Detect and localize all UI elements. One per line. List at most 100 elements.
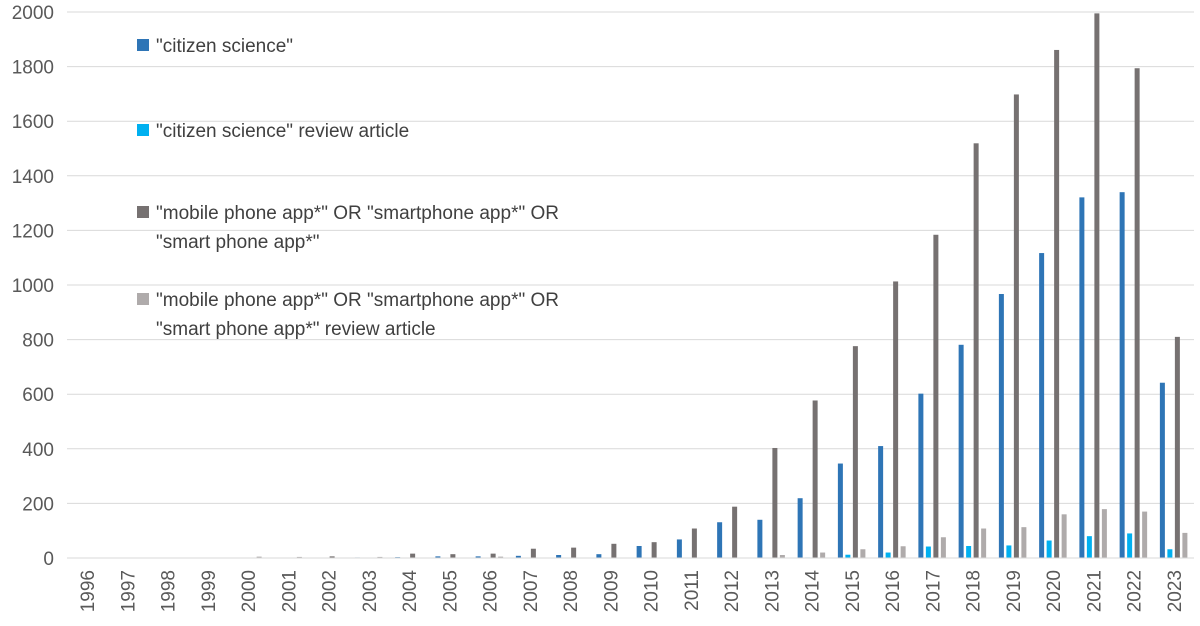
bar: [900, 546, 906, 558]
bar: [940, 537, 946, 558]
bar: [1094, 13, 1100, 559]
bar: [1021, 527, 1027, 558]
bar: [1046, 540, 1052, 558]
bar: [860, 549, 866, 558]
bar: [530, 548, 536, 558]
x-tick-label: 2009: [601, 570, 622, 612]
bar: [691, 528, 697, 558]
y-tick-label: 0: [43, 549, 54, 570]
bar: [515, 555, 521, 558]
y-tick-label: 800: [22, 331, 54, 352]
legend-label: "citizen science": [156, 36, 293, 57]
x-tick-label: 1999: [199, 570, 220, 612]
bar: [820, 552, 826, 558]
bar: [837, 463, 843, 558]
bar: [1086, 536, 1092, 558]
y-tick-label: 2000: [12, 3, 54, 24]
bar: [651, 542, 657, 558]
legend-swatch: [137, 293, 149, 305]
x-tick-label: 2006: [481, 570, 502, 612]
x-tick-label: 1998: [159, 570, 180, 612]
y-tick-label: 1600: [12, 112, 54, 133]
x-tick-label: 2014: [803, 570, 824, 613]
bar: [966, 545, 972, 558]
bar: [757, 519, 763, 558]
x-tick-label: 1996: [78, 570, 99, 612]
bar: [1054, 49, 1060, 558]
x-tick-label: 2013: [762, 570, 783, 612]
bar: [1006, 545, 1012, 558]
x-tick-label: 2018: [964, 570, 985, 612]
x-tick-label: 2015: [843, 570, 864, 612]
x-tick-label: 2001: [279, 570, 300, 612]
bar: [556, 555, 562, 558]
bar: [611, 543, 617, 558]
bar: [377, 556, 383, 558]
y-tick-label: 1000: [12, 276, 54, 297]
bar: [1013, 94, 1019, 558]
bar: [329, 556, 335, 558]
legend-label: "smart phone app*": [156, 232, 319, 253]
y-tick-label: 200: [22, 494, 54, 515]
legend-label: "mobile phone app*" OR "smartphone app*"…: [156, 290, 559, 311]
bar: [772, 447, 778, 558]
bar: [717, 522, 723, 558]
bar: [878, 446, 884, 558]
legend-label: "citizen science" review article: [156, 121, 409, 142]
x-tick-label: 2019: [1004, 570, 1025, 612]
bar: [981, 528, 987, 558]
bar: [1134, 68, 1140, 559]
y-tick-label: 600: [22, 385, 54, 406]
bar: [571, 547, 577, 558]
bar: [885, 552, 891, 558]
y-tick-label: 1800: [12, 58, 54, 79]
x-tick-label: 2012: [722, 570, 743, 612]
y-axis-tick-labels: 0 200 400 600 800 1000 1200 1400 1600 1800 2000: [12, 3, 54, 570]
bar: [1174, 336, 1180, 558]
bar: [450, 554, 456, 558]
bar: [973, 143, 979, 558]
legend-swatch: [137, 39, 149, 51]
legend-label: "smart phone app*" review article: [156, 319, 436, 340]
bar: [410, 553, 416, 558]
bar: [779, 555, 785, 558]
bars: [234, 13, 1188, 559]
x-tick-label: 2021: [1084, 570, 1105, 612]
x-tick-label: 2007: [521, 570, 542, 612]
bar: [933, 234, 939, 558]
x-tick-label: 2000: [239, 570, 260, 612]
x-tick-label: 2004: [400, 570, 421, 613]
bar: [812, 400, 818, 558]
x-tick-label: 1997: [118, 570, 139, 612]
bar: [852, 346, 858, 558]
bar: [845, 554, 851, 558]
x-tick-label: 2003: [360, 570, 381, 612]
bar: [1101, 509, 1107, 558]
bar: [475, 556, 481, 558]
x-tick-label: 2023: [1165, 570, 1186, 612]
bar: [596, 554, 602, 558]
bar: [676, 539, 682, 558]
legend-swatch: [137, 124, 149, 136]
bar: [1182, 532, 1188, 558]
bar: [1167, 549, 1173, 558]
bar: [1127, 533, 1133, 558]
x-tick-label: 2016: [883, 570, 904, 612]
y-tick-label: 400: [22, 440, 54, 461]
bar: [958, 344, 964, 558]
x-tick-label: 2010: [642, 570, 663, 612]
bar: [1061, 514, 1067, 558]
x-tick-label: 2020: [1044, 570, 1065, 612]
x-tick-label: 2017: [923, 570, 944, 612]
bar: [1079, 197, 1085, 558]
bar: [636, 545, 642, 558]
bar: [256, 556, 262, 558]
bar: [732, 506, 738, 558]
legend: "citizen science" "citizen science" revie…: [137, 36, 559, 340]
bar: [998, 294, 1004, 558]
x-tick-label: 2008: [561, 570, 582, 612]
legend-label: "mobile phone app*" OR "smartphone app*"…: [156, 203, 559, 224]
x-tick-label: 2002: [320, 570, 341, 612]
bar: [925, 546, 931, 558]
